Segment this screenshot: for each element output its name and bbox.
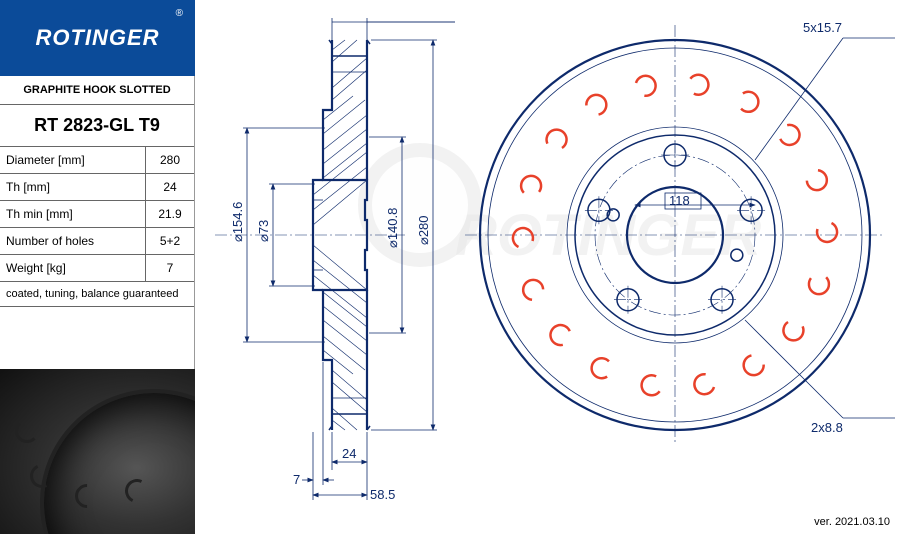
spec-label: Th [mm] [0, 174, 146, 200]
spec-panel: ROTINGER ® GRAPHITE HOOK SLOTTED RT 2823… [0, 0, 195, 534]
front-view [465, 25, 885, 445]
brand-text: ROTINGER [35, 25, 159, 51]
spec-label: Th min [mm] [0, 201, 146, 227]
svg-text:7: 7 [293, 472, 300, 487]
spec-row: Th [mm] 24 [0, 174, 194, 201]
spec-value: 21.9 [146, 201, 194, 227]
spec-value: 5+2 [146, 228, 194, 254]
svg-text:⌀73: ⌀73 [256, 220, 271, 242]
registered-mark: ® [176, 8, 183, 19]
spec-label: Weight [kg] [0, 255, 146, 281]
spec-value: 280 [146, 147, 194, 173]
technical-drawing: ROTINGER [195, 0, 900, 534]
spec-value: 7 [146, 255, 194, 281]
svg-text:118: 118 [669, 193, 690, 208]
spec-label: Number of holes [0, 228, 146, 254]
svg-text:⌀280: ⌀280 [416, 215, 431, 245]
spec-label: Diameter [mm] [0, 147, 146, 173]
product-subtitle: GRAPHITE HOOK SLOTTED [0, 76, 194, 105]
part-number: RT 2823-GL T9 [0, 105, 194, 147]
version-label: ver. 2021.03.10 [814, 516, 890, 528]
brand-logo: ROTINGER ® [0, 0, 195, 76]
spec-row: Weight [kg] 7 [0, 255, 194, 282]
svg-text:2x8.8: 2x8.8 [811, 420, 843, 435]
svg-text:58.5: 58.5 [370, 487, 395, 502]
svg-text:⌀154.6: ⌀154.6 [230, 202, 245, 242]
svg-text:5x15.7: 5x15.7 [803, 20, 842, 35]
spec-value: 24 [146, 174, 194, 200]
svg-text:⌀140.8: ⌀140.8 [385, 208, 400, 248]
product-photo [0, 369, 195, 534]
spec-row: Number of holes 5+2 [0, 228, 194, 255]
spec-row: Th min [mm] 21.9 [0, 201, 194, 228]
footer-note: coated, tuning, balance guaranteed [0, 282, 194, 307]
spec-row: Diameter [mm] 280 [0, 147, 194, 174]
svg-text:24: 24 [342, 446, 356, 461]
